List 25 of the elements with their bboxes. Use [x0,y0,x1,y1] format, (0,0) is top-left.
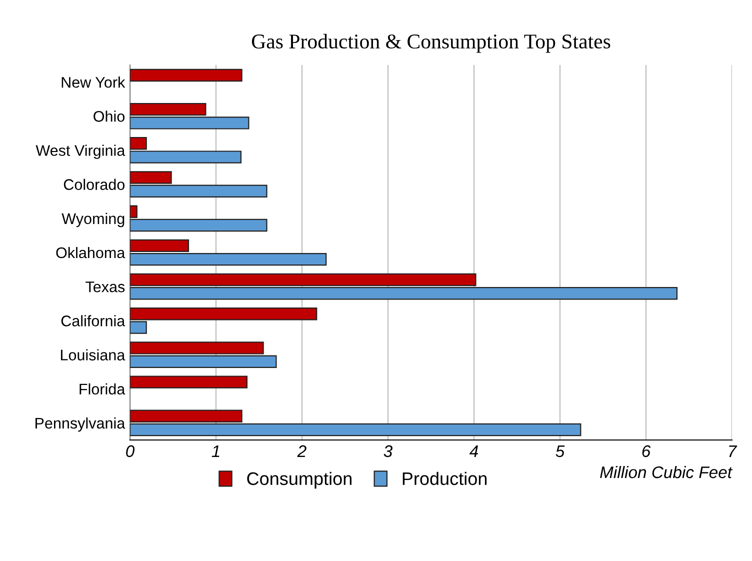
y-tick-label: Colorado [64,178,125,190]
x-tick-label: 2 [297,445,306,457]
x-tick-label: 0 [126,445,134,458]
y-tick-label: West Virginia [36,144,126,159]
x-tick-label: 6 [642,445,651,458]
x-tick-label: 7 [729,445,738,457]
legend-label: Production [402,472,487,486]
y-tick-label: Wyoming [62,212,124,228]
bar [130,376,248,388]
chart-title: Gas Production & Consumption Top States [252,34,610,53]
y-tick-label: Pennsylvania [36,417,126,432]
y-tick-label: Florida [80,383,126,395]
y-tick-label: New York [62,76,126,88]
bar [130,68,242,82]
legend-label: Consumption [247,472,352,489]
y-tick-label: Louisiana [60,349,126,360]
x-tick-label: 5 [556,445,565,458]
x-axis-title: Million Cubic Feet [600,466,733,478]
y-tick-label: Oklahoma [56,246,126,258]
x-tick-label: 4 [469,445,478,457]
x-tick-label: 1 [212,445,220,457]
x-tick-label: 3 [384,445,392,458]
y-tick-label: California [61,315,126,326]
y-tick-label: Texas [86,282,125,292]
y-tick-label: Ohio [94,110,124,122]
